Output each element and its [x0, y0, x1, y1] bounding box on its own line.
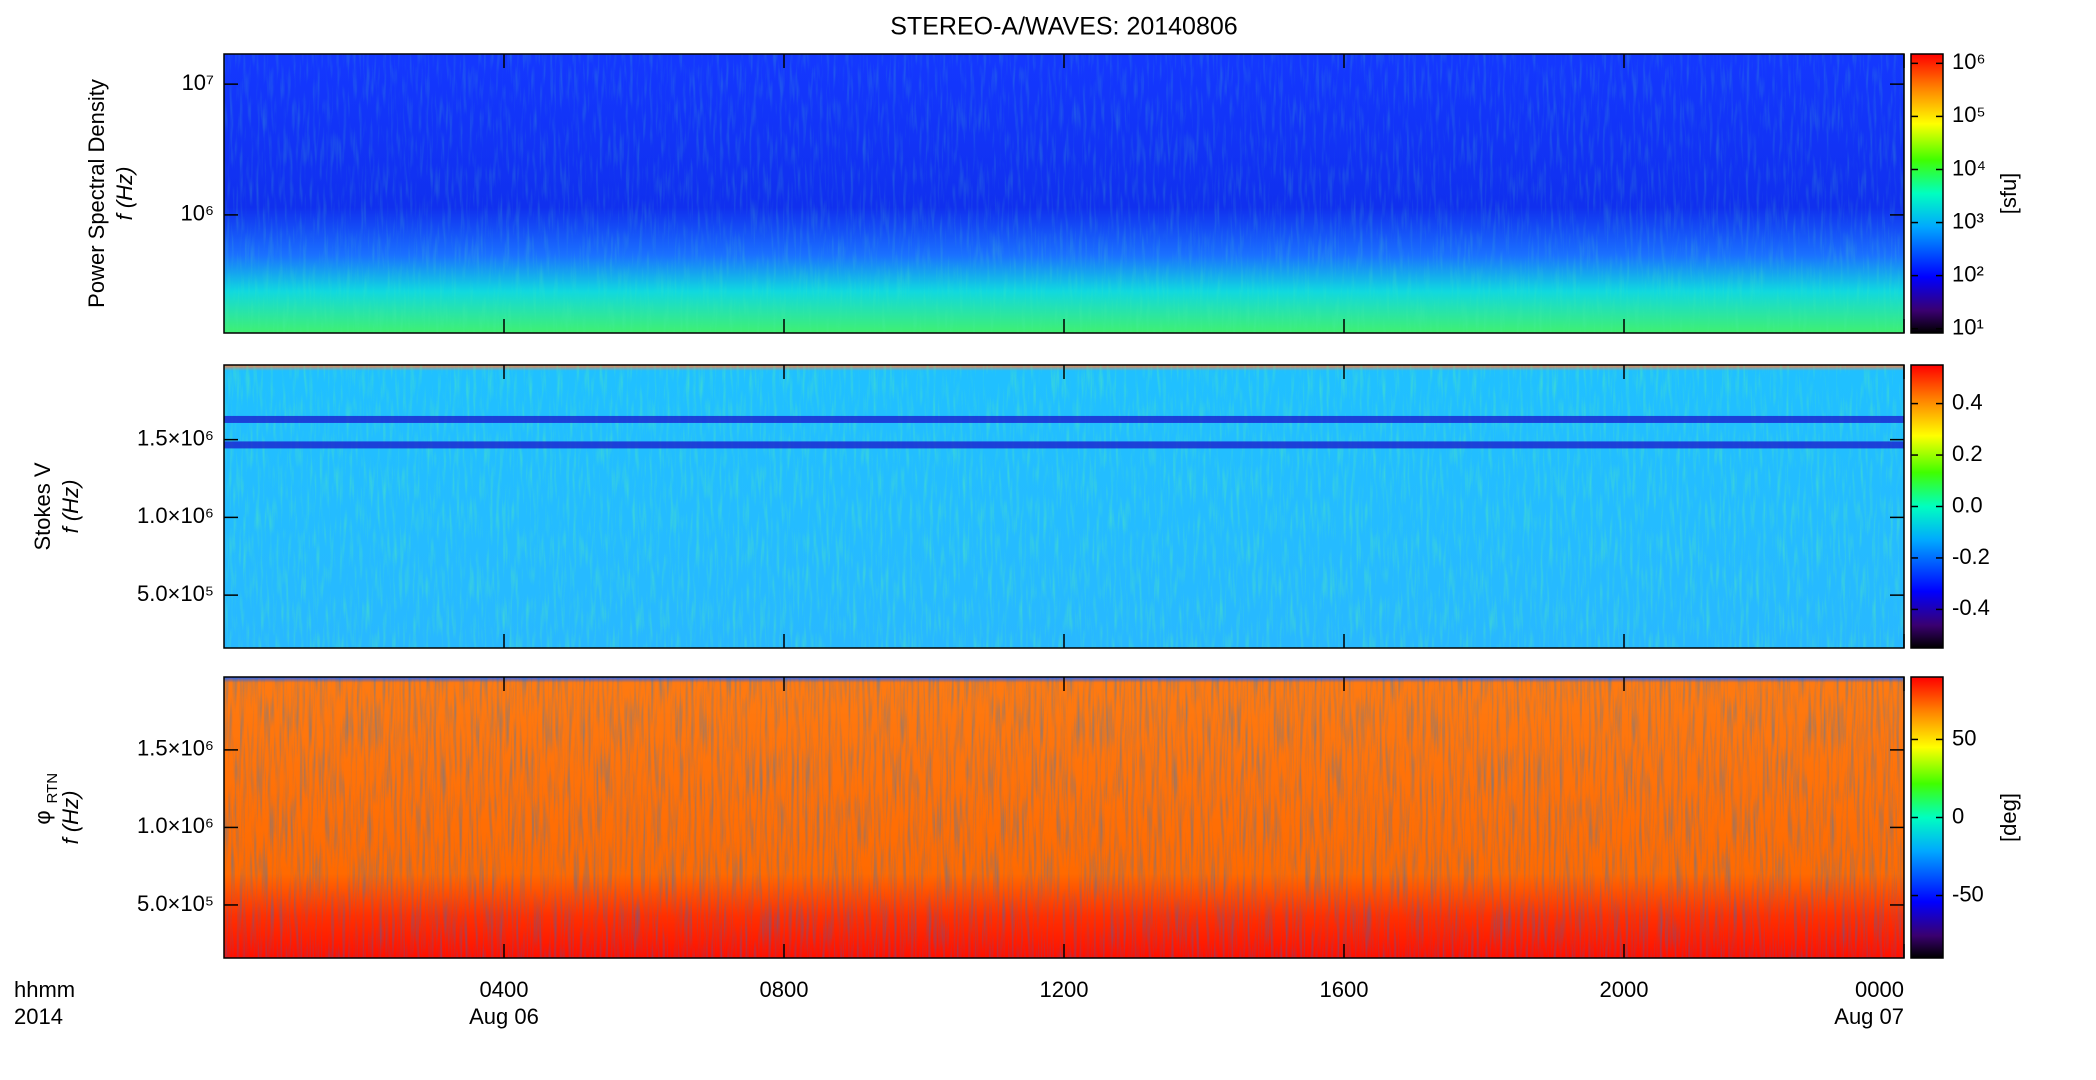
colorbar-tick-label: 0	[1952, 803, 1964, 828]
x-tick-label: 0000	[1855, 977, 1904, 1002]
x-tick-date: Aug 06	[469, 1004, 539, 1029]
colorbar-tick-label: -50	[1952, 881, 1984, 906]
y-label-text: f (Hz)	[58, 791, 83, 845]
y-tick-label: 10⁶	[180, 201, 214, 226]
colorbar-tick-label: 10¹	[1952, 315, 1984, 340]
x-tick-label: 0400	[480, 977, 529, 1002]
colorbar-tick-label: 10⁶	[1952, 49, 1986, 74]
chart-title: STEREO-A/WAVES: 20140806	[890, 13, 1237, 41]
spectrogram-band	[224, 441, 1904, 449]
y-label-text: f (Hz)	[112, 167, 137, 221]
y-label-sub: RTN	[44, 773, 61, 804]
y-label-text: Power Spectral Density	[84, 79, 109, 308]
colorbar-tick-label: -0.2	[1952, 544, 1990, 569]
y-tick-label: 1.0×10⁶	[137, 503, 214, 528]
colorbar-tick-label: 10²	[1952, 261, 1984, 286]
spectrogram-texture	[224, 365, 1904, 648]
x-tick-label: 2000	[1600, 977, 1649, 1002]
colorbar-tick-label: 10⁴	[1952, 155, 1986, 180]
y-label: φ RTN	[30, 773, 61, 825]
y-tick-label: 1.0×10⁶	[137, 813, 214, 838]
y-label-text: φ	[30, 810, 55, 824]
colorbar-label: [sfu]	[1996, 173, 2021, 215]
colorbar-tick-label: 0.2	[1952, 441, 1983, 466]
colorbar-label-text: [deg]	[1996, 793, 2021, 842]
x-tick-label: 1600	[1320, 977, 1369, 1002]
x-tick-label: 0800	[760, 977, 809, 1002]
colorbar-tick-label: 50	[1952, 725, 1976, 750]
y-tick-label: 1.5×10⁶	[137, 425, 214, 450]
y-label-text: f (Hz)	[58, 480, 83, 534]
colorbar-tick-label: 0.0	[1952, 492, 1983, 517]
x-tick-date: Aug 07	[1834, 1004, 1904, 1029]
y-label: Stokes V	[30, 462, 55, 550]
spectrogram-band	[224, 415, 1904, 423]
x-label: hhmm	[14, 977, 75, 1002]
x-label: 2014	[14, 1004, 63, 1029]
y-label: f (Hz)	[58, 480, 83, 534]
y-tick-label: 10⁷	[182, 70, 214, 95]
y-label: f (Hz)	[58, 791, 83, 845]
colorbar	[1910, 53, 1944, 334]
y-tick-label: 1.5×10⁶	[137, 736, 214, 761]
colorbar-tick-label: 0.4	[1952, 389, 1983, 414]
colorbar-tick-label: 10⁵	[1952, 102, 1986, 127]
spectrogram-texture	[224, 54, 1904, 333]
colorbar-tick-label: 10³	[1952, 208, 1984, 233]
y-label-text: Stokes V	[30, 462, 55, 550]
colorbar-tick-label: -0.4	[1952, 595, 1990, 620]
y-label: f (Hz)	[112, 167, 137, 221]
colorbar-label-text: [sfu]	[1996, 173, 2021, 215]
colorbar-label: [deg]	[1996, 793, 2021, 842]
spectrogram-texture	[224, 677, 1904, 958]
y-tick-label: 5.0×10⁵	[137, 581, 214, 606]
y-tick-label: 5.0×10⁵	[137, 891, 214, 916]
x-tick-label: 1200	[1040, 977, 1089, 1002]
y-label: Power Spectral Density	[84, 79, 109, 308]
